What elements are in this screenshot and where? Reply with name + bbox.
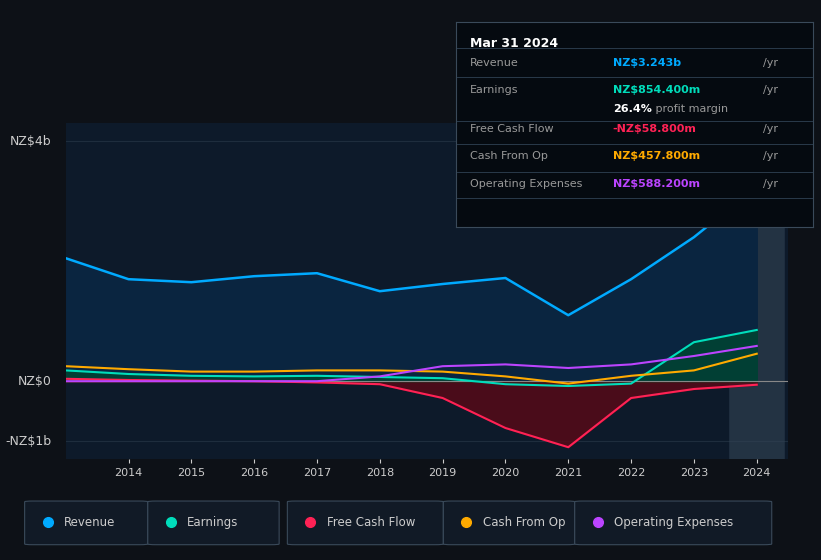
FancyBboxPatch shape bbox=[575, 501, 772, 545]
Text: Earnings: Earnings bbox=[470, 85, 518, 95]
Text: NZ$4b: NZ$4b bbox=[10, 135, 51, 148]
Text: Revenue: Revenue bbox=[64, 516, 116, 529]
Text: /yr: /yr bbox=[763, 58, 777, 68]
FancyBboxPatch shape bbox=[148, 501, 279, 545]
Text: /yr: /yr bbox=[763, 124, 777, 134]
Text: Free Cash Flow: Free Cash Flow bbox=[470, 124, 553, 134]
Text: NZ$3.243b: NZ$3.243b bbox=[612, 58, 681, 68]
Text: profit margin: profit margin bbox=[652, 104, 728, 114]
Text: /yr: /yr bbox=[763, 151, 777, 161]
Text: Cash From Op: Cash From Op bbox=[470, 151, 548, 161]
Text: NZ$457.800m: NZ$457.800m bbox=[612, 151, 700, 161]
Text: Free Cash Flow: Free Cash Flow bbox=[327, 516, 415, 529]
Text: Revenue: Revenue bbox=[470, 58, 519, 68]
FancyBboxPatch shape bbox=[443, 501, 575, 545]
Text: Mar 31 2024: Mar 31 2024 bbox=[470, 37, 558, 50]
Text: /yr: /yr bbox=[763, 85, 777, 95]
Text: 26.4%: 26.4% bbox=[612, 104, 652, 114]
Text: -NZ$1b: -NZ$1b bbox=[5, 435, 51, 447]
Text: Operating Expenses: Operating Expenses bbox=[470, 179, 582, 189]
Text: /yr: /yr bbox=[763, 179, 777, 189]
FancyBboxPatch shape bbox=[25, 501, 148, 545]
Text: NZ$854.400m: NZ$854.400m bbox=[612, 85, 700, 95]
Text: -NZ$58.800m: -NZ$58.800m bbox=[612, 124, 697, 134]
Text: Earnings: Earnings bbox=[187, 516, 239, 529]
Text: Operating Expenses: Operating Expenses bbox=[614, 516, 733, 529]
FancyBboxPatch shape bbox=[287, 501, 443, 545]
Text: Cash From Op: Cash From Op bbox=[483, 516, 565, 529]
Text: NZ$0: NZ$0 bbox=[17, 375, 51, 388]
Text: NZ$588.200m: NZ$588.200m bbox=[612, 179, 699, 189]
